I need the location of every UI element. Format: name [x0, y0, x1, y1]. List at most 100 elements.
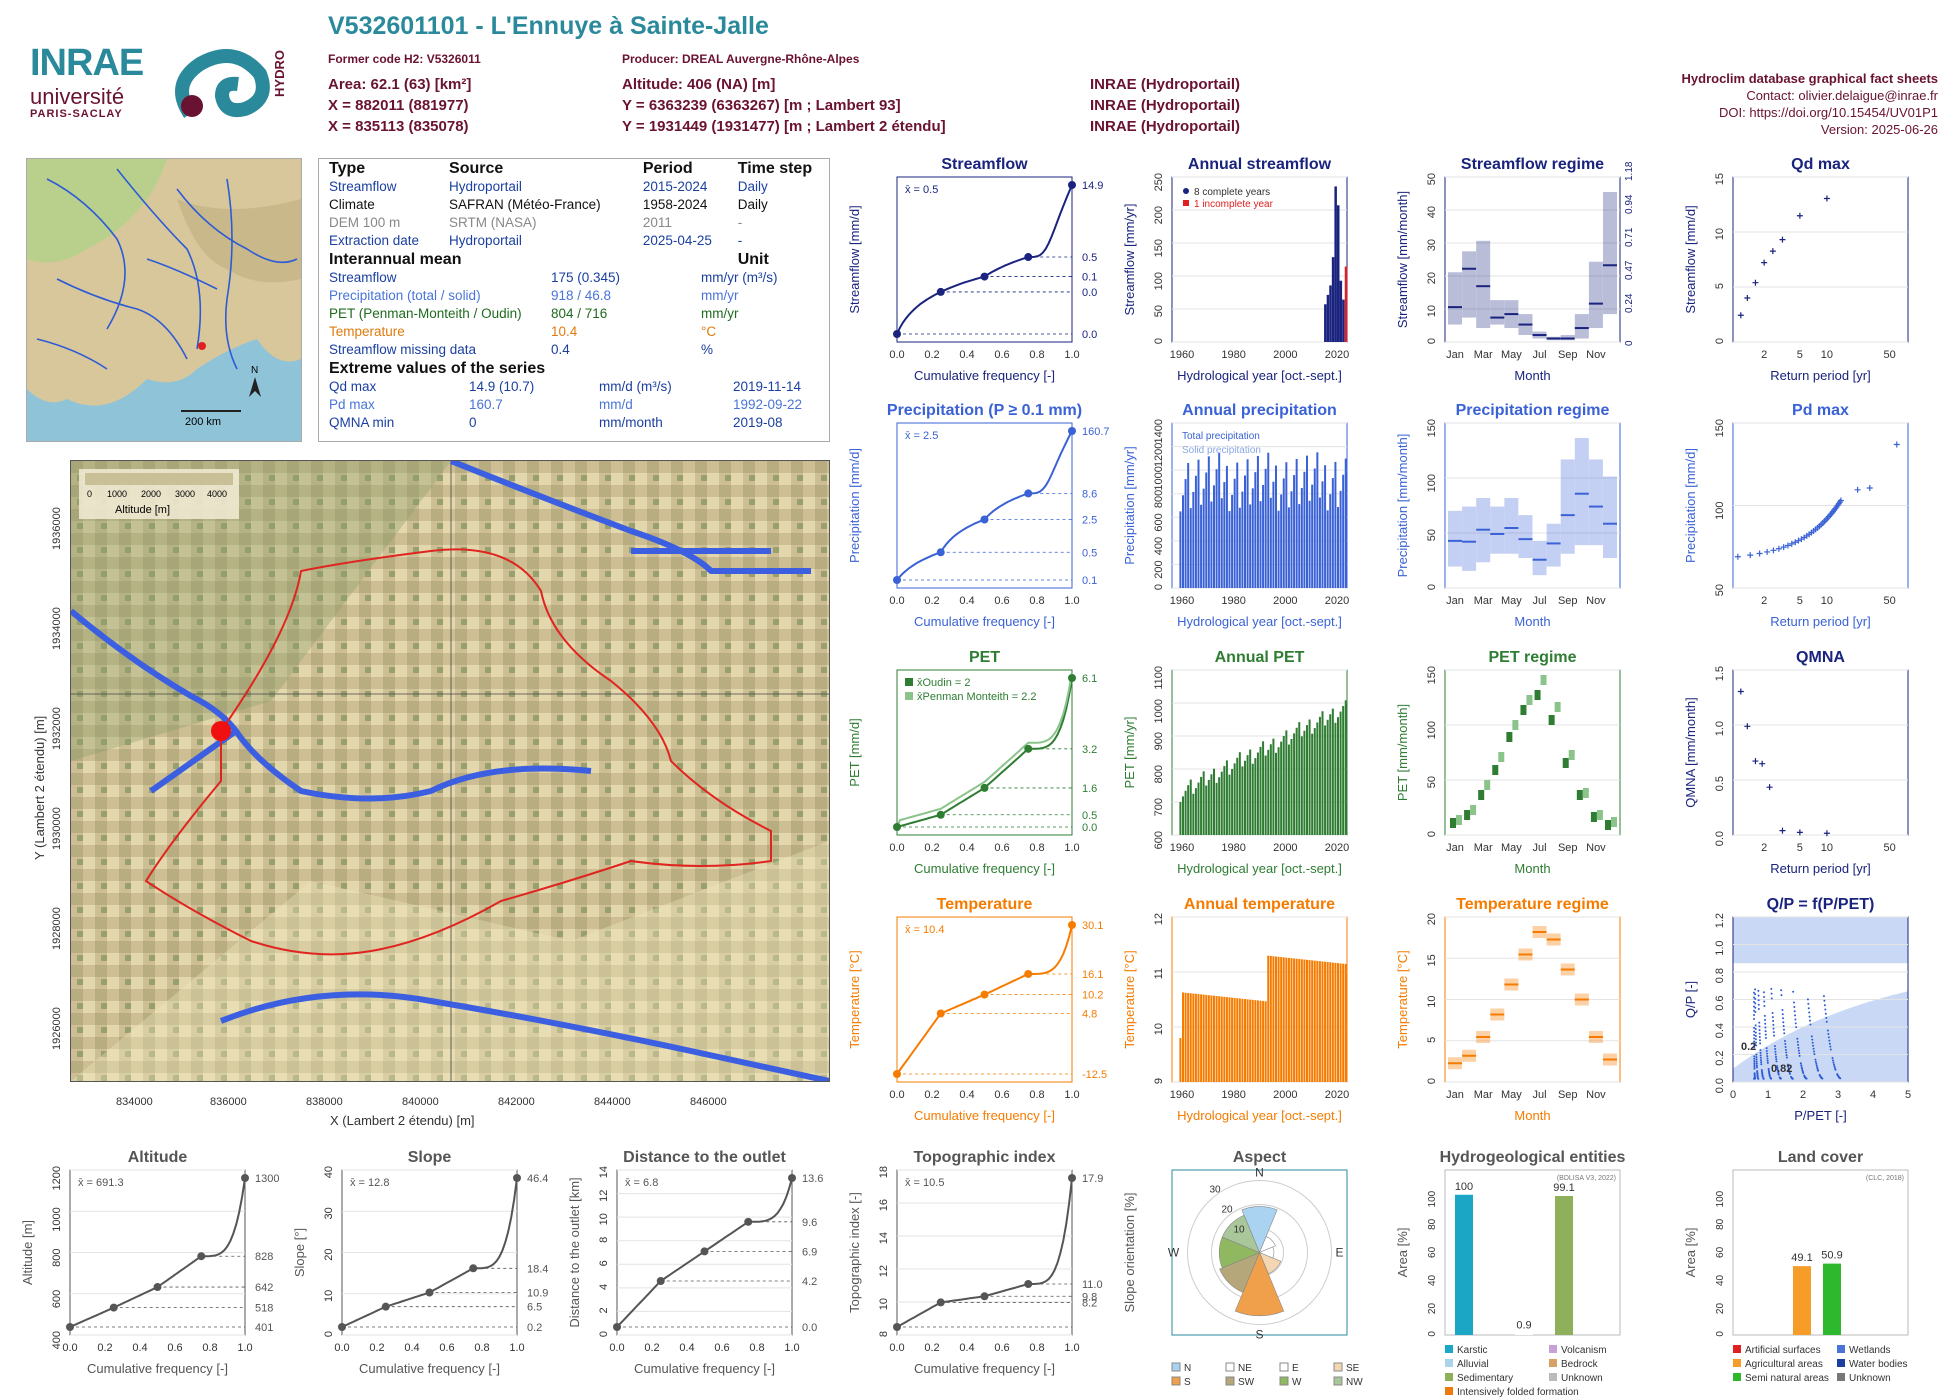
y-tick: 1200: [51, 1166, 63, 1190]
year-bar: [1233, 478, 1236, 588]
qp-point: [1770, 1077, 1773, 1080]
extreme-label: Pd max: [329, 397, 375, 412]
regime-box: [1588, 459, 1603, 546]
compass-label: S: [1255, 1328, 1263, 1342]
y-tick: 0.6: [1714, 996, 1726, 1011]
y-axis-label: Precipitation [mm/yr]: [1122, 446, 1137, 564]
legend-label: Semi natural areas: [1745, 1373, 1829, 1384]
qp-point: [1776, 1065, 1779, 1068]
legend-label: SW: [1238, 1377, 1255, 1388]
pet-oudin-box: [1562, 758, 1569, 768]
year-bar: [1316, 960, 1319, 1082]
x-tick: 2000: [1273, 842, 1297, 854]
right-tick: 0.0: [1082, 287, 1097, 299]
extreme-value: 0: [469, 415, 477, 430]
qp-point: [1824, 1012, 1827, 1015]
right-tick: 10.9: [527, 1287, 548, 1299]
plot-frame: [896, 176, 1073, 343]
right-tick: 0.24: [1624, 293, 1635, 313]
right-tick: 0.5: [1082, 547, 1097, 559]
legend-label: NE: [1238, 1363, 1252, 1374]
qp-point: [1758, 1025, 1761, 1028]
temp_regime-chart: Temperature regime Month Temperature [°C] J…: [1395, 896, 1621, 1123]
quantile-point: [1068, 427, 1076, 435]
year-bar: [1184, 992, 1187, 1082]
qp-point: [1796, 1037, 1799, 1040]
year-bar: [1256, 752, 1259, 835]
cdf-line: [896, 1177, 1073, 1328]
year-bar: [1324, 304, 1327, 342]
y-tick: 10: [1714, 228, 1726, 240]
qp-point: [1785, 1054, 1788, 1057]
qp-point: [1770, 992, 1773, 995]
qp-point: [1753, 1001, 1756, 1004]
row-source: SAFRAN (Météo-France): [449, 197, 601, 212]
qp-point: [1811, 1041, 1814, 1044]
qp-point: [1795, 1026, 1798, 1029]
cdf-line: [896, 430, 1073, 581]
year-bar: [1231, 997, 1234, 1082]
regime-box: [1448, 510, 1462, 567]
qp-point: [1764, 1036, 1767, 1039]
x-tick: 0.8: [1029, 1342, 1044, 1354]
qp-point: [1753, 1040, 1756, 1043]
qp_ppet-plot: Q/P = f(P/PET) P/PET [-] Q/P [-] 0 1 2 3 4 5 0.0 0…: [1683, 896, 1911, 1123]
x-tick: 0.4: [679, 1342, 694, 1354]
y-tick: 100: [1426, 721, 1438, 739]
year-bar: [1236, 462, 1239, 588]
credits-contact[interactable]: Contact: olivier.delaigue@inrae.fr: [1746, 88, 1938, 103]
ring-label: 20: [1222, 1205, 1234, 1216]
qp-point: [1755, 1060, 1758, 1063]
slope_cdf-plot: Slope Cumulative frequency [-] Slope [°] 0.…: [292, 1149, 548, 1376]
year-bar: [1316, 452, 1319, 588]
chart-title: Annual PET: [1215, 649, 1305, 666]
qp-point: [1764, 1018, 1767, 1021]
mean-value: 804 / 716: [551, 306, 608, 321]
x-tick: May: [1501, 595, 1522, 607]
mean-unit: mm/yr (m³/s): [701, 270, 778, 285]
extreme-date: 1992-09-22: [733, 397, 803, 412]
y-tick: 80: [1427, 1218, 1438, 1230]
year-bar: [1202, 488, 1205, 588]
qp-point: [1793, 1010, 1796, 1013]
row-type: Extraction date: [329, 233, 420, 248]
qp-point: [1754, 988, 1757, 991]
year-bar: [1272, 738, 1275, 835]
legend-label: Intensively folded formation: [1457, 1387, 1579, 1397]
precip_regime-plot: Precipitation regime Month Precipitation […: [1395, 402, 1621, 629]
year-bar: [1290, 738, 1293, 835]
year-bar: [1210, 995, 1213, 1082]
qp-point: [1782, 1021, 1785, 1024]
x-tick: 5: [1905, 1089, 1911, 1101]
year-bar: [1290, 491, 1293, 588]
return-point: [1854, 486, 1861, 493]
x-axis-label: Return period [yr]: [1770, 861, 1870, 876]
x-tick: 1960: [1170, 1089, 1194, 1101]
x-tick: 0.8: [1029, 349, 1044, 361]
credits-doi[interactable]: DOI: https://doi.org/10.15454/UV01P1: [1719, 105, 1938, 120]
qp-point: [1834, 1068, 1837, 1071]
y-tick: 1.5: [1714, 666, 1726, 681]
year-bar: [1329, 494, 1332, 588]
qp-point: [1800, 1066, 1803, 1069]
y-tick: 0: [1426, 338, 1438, 344]
y-axis-label: Q/P [-]: [1683, 981, 1698, 1018]
x-tick: 0.2: [924, 1342, 939, 1354]
x-tick: 1.0: [1064, 595, 1079, 607]
y-tick: 200: [1153, 206, 1165, 224]
year-bar: [1205, 994, 1208, 1082]
legend-swatch: [1183, 188, 1189, 194]
qp-point: [1815, 1062, 1818, 1065]
qp-point: [1773, 1034, 1776, 1037]
y-tick: 200: [1153, 560, 1165, 578]
landcover-chart: Land cover Area [%] (CLC, 2018) 0 20 40 60 80 10…: [1683, 1149, 1909, 1384]
year-bar: [1179, 802, 1182, 835]
qp-point: [1754, 997, 1757, 1000]
plot-frame: [1732, 669, 1909, 836]
x-tick: 1960: [1170, 842, 1194, 854]
regime-box: [1603, 476, 1617, 558]
qp-point: [1774, 1055, 1777, 1058]
y-tick: 15: [1714, 173, 1726, 185]
year-bar: [1264, 468, 1267, 588]
qp-point: [1753, 1005, 1756, 1008]
